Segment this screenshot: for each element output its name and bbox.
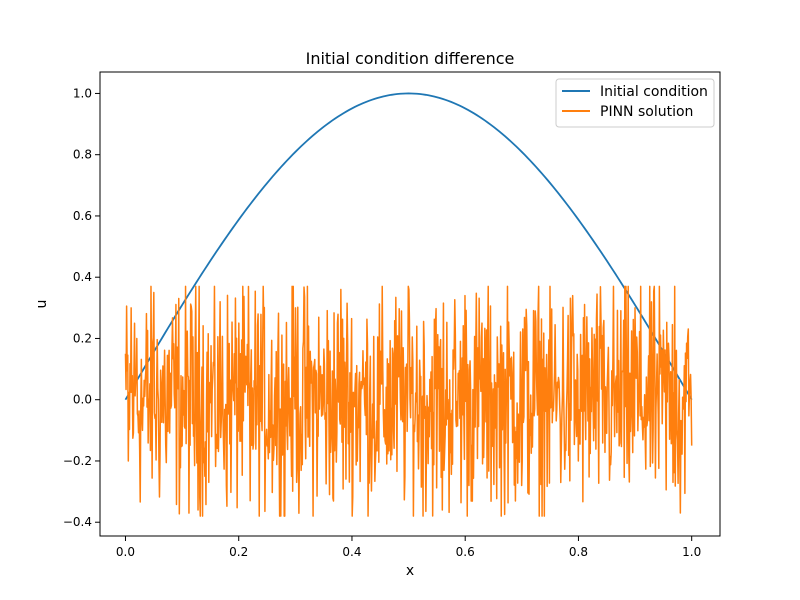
y-tick-label: 0.0 xyxy=(73,393,92,407)
y-axis-label: u xyxy=(34,300,50,309)
plot-lines xyxy=(124,92,693,517)
legend-box xyxy=(555,78,715,128)
x-tick-label: 0.2 xyxy=(229,545,248,559)
plot-frame xyxy=(99,71,721,537)
x-axis-ticks: 0.0 0.2 0.4 0.6 0.8 1.0 xyxy=(116,536,701,559)
x-tick-label: 0.8 xyxy=(569,545,588,559)
legend: Initial condition PINN solution xyxy=(555,78,715,128)
x-tick-label: 1.0 xyxy=(682,545,701,559)
y-tick-label: −0.4 xyxy=(63,515,92,529)
x-axis-label: x xyxy=(406,563,414,579)
x-tick-label: 0.6 xyxy=(456,545,475,559)
x-tick-label: 0.4 xyxy=(342,545,361,559)
y-tick-label: −0.2 xyxy=(63,454,92,468)
y-tick-label: 0.6 xyxy=(73,209,92,223)
legend-label-pinn-solution: PINN solution xyxy=(600,104,693,120)
y-tick-label: 0.2 xyxy=(73,331,92,345)
y-axis-ticks: −0.4 −0.2 0.0 0.2 0.4 0.6 0.8 1.0 xyxy=(63,86,100,529)
y-tick-label: 1.0 xyxy=(73,86,92,100)
chart-title: Initial condition difference xyxy=(306,49,515,68)
y-tick-label: 0.4 xyxy=(73,270,92,284)
legend-label-initial-condition: Initial condition xyxy=(600,84,708,100)
series-pinn-solution-line xyxy=(124,285,693,517)
series-initial-condition-line xyxy=(124,92,693,401)
y-tick-label: 0.8 xyxy=(73,148,92,162)
x-tick-label: 0.0 xyxy=(116,545,135,559)
